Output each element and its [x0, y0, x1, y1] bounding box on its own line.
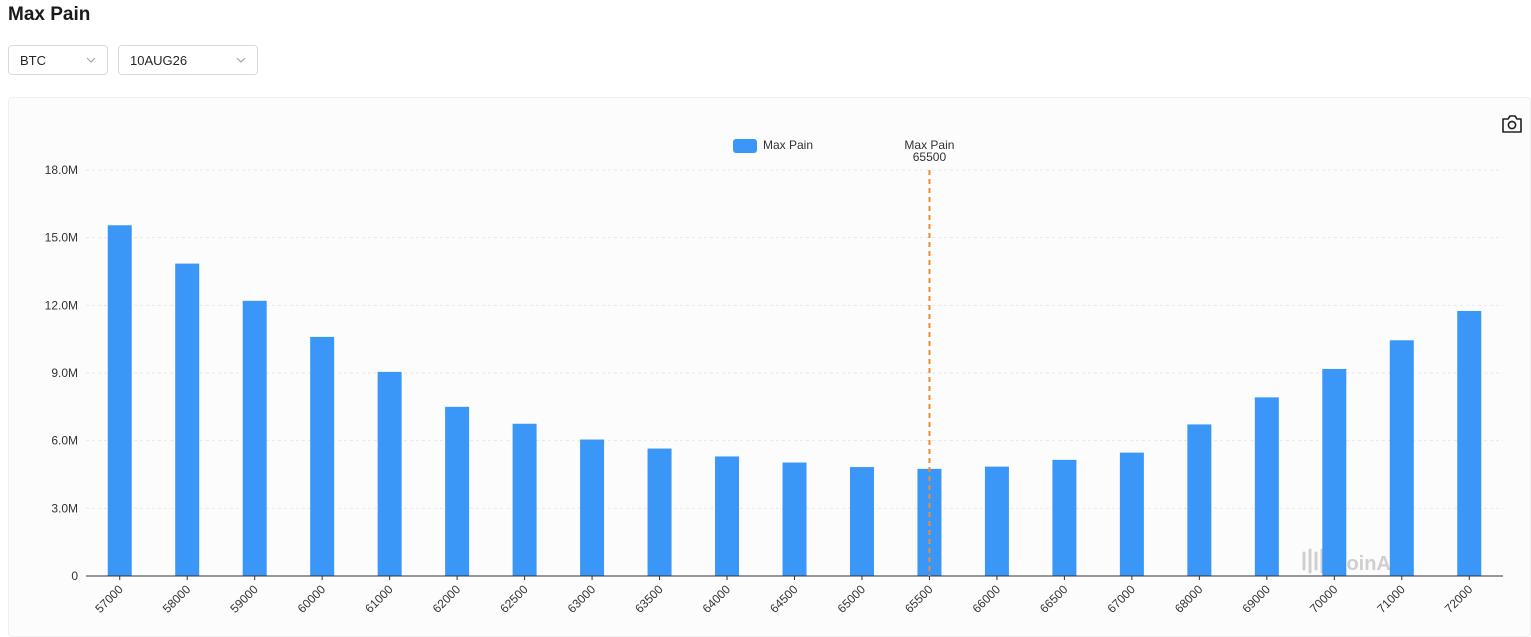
symbol-select[interactable]: BTC: [8, 45, 108, 75]
x-tick-label: 66000: [970, 582, 1004, 616]
page-title: Max Pain: [8, 4, 91, 25]
y-tick-label: 9.0M: [51, 366, 78, 380]
y-tick-label: 6.0M: [51, 434, 78, 448]
x-tick-label: 59000: [227, 582, 261, 616]
bar-60000[interactable]: [310, 336, 335, 576]
bar-70000[interactable]: [1322, 368, 1347, 576]
x-tick-label: 63500: [632, 582, 666, 616]
bar-67000[interactable]: [1119, 452, 1144, 576]
max-pain-chart: 03.0M6.0M9.0M12.0M15.0M18.0MCoinAnk57000…: [45, 138, 1503, 616]
bar-68000[interactable]: [1187, 424, 1212, 576]
marker-label-value: 65500: [913, 150, 947, 164]
bar-62000[interactable]: [445, 406, 470, 576]
legend-label[interactable]: Max Pain: [763, 138, 813, 152]
bar-62500[interactable]: [512, 423, 537, 576]
bar-69000[interactable]: [1254, 397, 1279, 576]
bar-66500[interactable]: [1052, 459, 1077, 576]
bar-71000[interactable]: [1389, 340, 1414, 576]
x-tick-label: 62000: [430, 582, 464, 616]
bar-57000[interactable]: [107, 225, 132, 576]
x-tick-label: 57000: [92, 582, 126, 616]
x-tick-label: 63000: [565, 582, 599, 616]
x-tick-label: 66500: [1037, 582, 1071, 616]
coinank-logo-icon: [1302, 548, 1324, 574]
x-tick-label: 68000: [1172, 582, 1206, 616]
x-tick-label: 62500: [497, 582, 531, 616]
bar-64500[interactable]: [782, 462, 807, 576]
symbol-select-value: BTC: [20, 52, 46, 68]
x-tick-label: 61000: [362, 582, 396, 616]
x-tick-label: 60000: [295, 582, 329, 616]
legend-swatch[interactable]: [733, 139, 757, 153]
camera-icon[interactable]: [1500, 113, 1524, 135]
chevron-down-icon: [86, 57, 96, 63]
y-tick-label: 3.0M: [51, 501, 78, 515]
y-tick-label: 12.0M: [45, 298, 78, 312]
x-tick-label: 67000: [1105, 582, 1139, 616]
bar-72000[interactable]: [1457, 310, 1482, 576]
x-tick-label: 58000: [160, 582, 194, 616]
bar-61000[interactable]: [377, 371, 402, 576]
bar-64000[interactable]: [715, 456, 740, 576]
y-tick-label: 0: [71, 569, 78, 583]
chevron-down-icon: [236, 57, 246, 63]
x-tick-label: 72000: [1442, 582, 1476, 616]
bar-63000[interactable]: [580, 439, 605, 576]
x-tick-label: 64000: [700, 582, 734, 616]
x-tick-label: 65500: [902, 582, 936, 616]
y-tick-label: 15.0M: [45, 231, 78, 245]
y-tick-label: 18.0M: [45, 163, 78, 177]
bar-66000[interactable]: [984, 466, 1009, 576]
bar-63500[interactable]: [647, 448, 672, 576]
expiry-select[interactable]: 10AUG26: [118, 45, 258, 75]
x-tick-label: 64500: [767, 582, 801, 616]
bar-65000[interactable]: [849, 467, 874, 576]
x-tick-label: 70000: [1307, 582, 1341, 616]
bar-58000[interactable]: [175, 263, 200, 576]
x-tick-label: 65000: [835, 582, 869, 616]
bar-59000[interactable]: [242, 300, 267, 576]
x-tick-label: 71000: [1374, 582, 1408, 616]
expiry-select-value: 10AUG26: [130, 52, 188, 68]
marker-label-title: Max Pain: [904, 138, 954, 152]
x-tick-label: 69000: [1239, 582, 1273, 616]
